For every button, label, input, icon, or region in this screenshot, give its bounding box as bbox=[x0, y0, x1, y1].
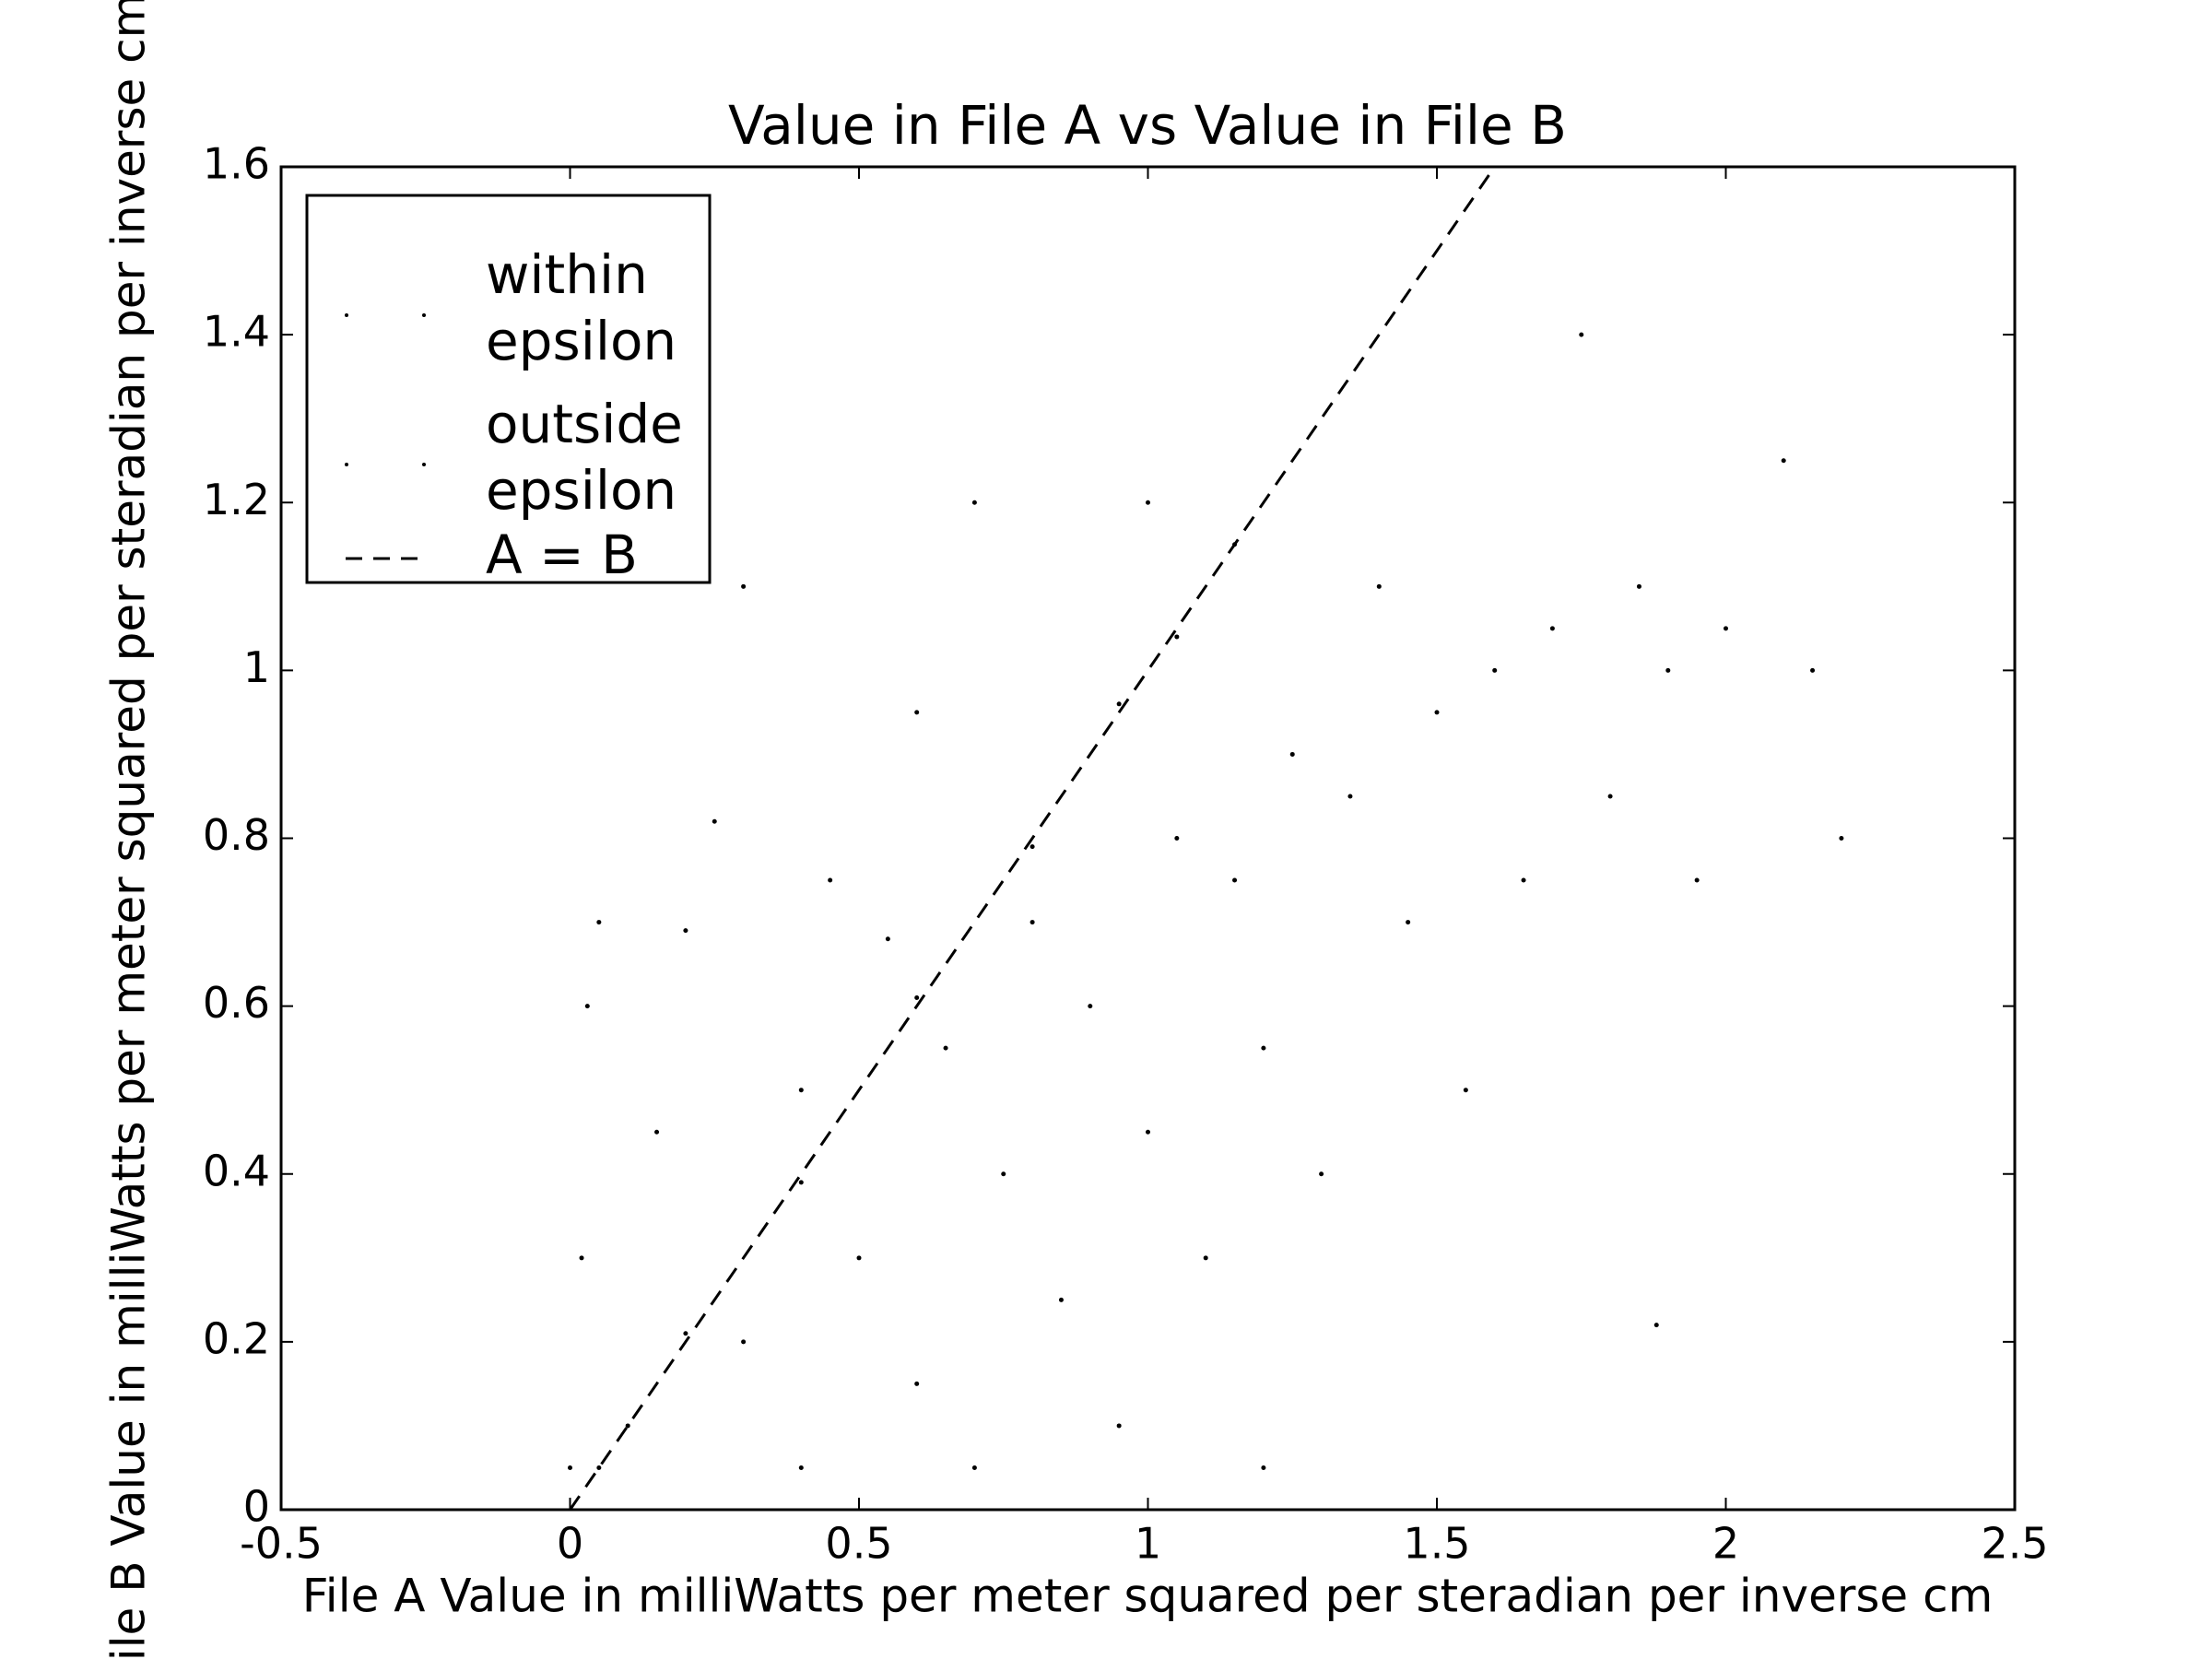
legend-marker bbox=[345, 463, 348, 466]
legend-label: outside epsilon bbox=[486, 393, 683, 522]
data-point bbox=[1694, 877, 1700, 883]
data-point bbox=[712, 818, 717, 824]
data-point bbox=[1376, 583, 1382, 589]
legend-label: A = B bbox=[486, 524, 638, 586]
x-tick-label: 2 bbox=[1712, 1519, 1739, 1569]
legend-marker bbox=[422, 463, 426, 466]
data-point bbox=[971, 1465, 977, 1470]
data-point bbox=[1653, 1323, 1659, 1328]
y-tick-label: 0.2 bbox=[203, 1313, 270, 1363]
data-point bbox=[1347, 794, 1353, 799]
data-point bbox=[1261, 1045, 1266, 1051]
data-point bbox=[798, 1180, 804, 1185]
data-point bbox=[596, 920, 602, 925]
x-axis-label: File A Value in milliWatts per meter squ… bbox=[302, 1570, 1994, 1623]
data-point bbox=[625, 1423, 630, 1429]
data-point bbox=[1289, 751, 1295, 757]
y-tick-label: 0 bbox=[243, 1482, 270, 1532]
data-point bbox=[579, 1255, 584, 1261]
y-tick-label: 0.8 bbox=[203, 810, 270, 860]
x-tick-label: -0.5 bbox=[240, 1519, 323, 1569]
data-point bbox=[1030, 920, 1035, 925]
data-point bbox=[1810, 667, 1816, 673]
data-point bbox=[943, 1045, 948, 1051]
data-point bbox=[1203, 1255, 1208, 1261]
legend-box bbox=[305, 194, 712, 584]
data-point bbox=[1001, 1171, 1006, 1177]
data-point bbox=[1146, 1129, 1150, 1135]
reference-line bbox=[569, 167, 1496, 1510]
data-point bbox=[1116, 701, 1122, 707]
data-point bbox=[1839, 836, 1844, 841]
data-point bbox=[1232, 877, 1238, 883]
data-point bbox=[914, 995, 920, 1001]
data-point bbox=[1665, 667, 1671, 673]
chart-title: Value in File A vs Value in File B bbox=[728, 94, 1567, 157]
x-tick-label: 1 bbox=[1135, 1519, 1161, 1569]
y-tick-label: 1.6 bbox=[203, 139, 270, 189]
data-point bbox=[1607, 794, 1613, 799]
legend-marker bbox=[422, 313, 426, 317]
y-tick-label: 0.4 bbox=[203, 1146, 270, 1195]
data-point bbox=[1434, 710, 1440, 715]
data-point bbox=[1492, 667, 1498, 673]
x-tick-label: 0.5 bbox=[825, 1519, 892, 1569]
data-point bbox=[1030, 844, 1035, 850]
data-point bbox=[1521, 877, 1526, 883]
x-tick-label: 2.5 bbox=[1981, 1519, 2048, 1569]
data-point bbox=[828, 877, 833, 883]
data-point bbox=[1579, 332, 1584, 337]
legend-label: within epsilon bbox=[486, 243, 677, 372]
data-point bbox=[683, 928, 688, 934]
data-point bbox=[584, 1004, 590, 1009]
data-point bbox=[798, 1088, 804, 1093]
data-point bbox=[1058, 1297, 1064, 1302]
data-point bbox=[1724, 626, 1728, 631]
data-point bbox=[683, 1331, 688, 1336]
data-point bbox=[1174, 634, 1180, 640]
data-point bbox=[1319, 1171, 1324, 1177]
data-point bbox=[856, 1255, 862, 1261]
data-point bbox=[1781, 458, 1786, 464]
y-tick-label: 1 bbox=[243, 642, 270, 692]
y-axis-label: File B Value in milliWatts per meter squ… bbox=[102, 0, 156, 1659]
data-point bbox=[1261, 1465, 1266, 1470]
data-point bbox=[1463, 1088, 1468, 1093]
data-point bbox=[971, 500, 977, 505]
data-point bbox=[1549, 626, 1555, 631]
x-tick-label: 1.5 bbox=[1403, 1519, 1470, 1569]
y-tick-label: 1.4 bbox=[203, 307, 270, 357]
data-point bbox=[741, 1339, 747, 1345]
data-point bbox=[654, 1129, 660, 1135]
data-point bbox=[1146, 500, 1150, 505]
data-point bbox=[1116, 1423, 1122, 1429]
data-point bbox=[914, 1381, 920, 1386]
data-point bbox=[798, 1465, 804, 1470]
data-point bbox=[568, 1465, 572, 1470]
data-point bbox=[1174, 836, 1180, 841]
y-tick-label: 0.6 bbox=[203, 978, 270, 1028]
plot-area bbox=[568, 167, 1844, 1510]
data-point bbox=[1636, 583, 1641, 589]
data-point bbox=[596, 1465, 602, 1470]
y-tick-label: 1.2 bbox=[203, 475, 270, 524]
data-point bbox=[914, 710, 920, 715]
legend-marker bbox=[345, 313, 348, 317]
data-point bbox=[885, 936, 890, 942]
data-point bbox=[741, 583, 747, 589]
data-point bbox=[1088, 1004, 1093, 1009]
data-point bbox=[1406, 920, 1411, 925]
x-tick-label: 0 bbox=[557, 1519, 583, 1569]
